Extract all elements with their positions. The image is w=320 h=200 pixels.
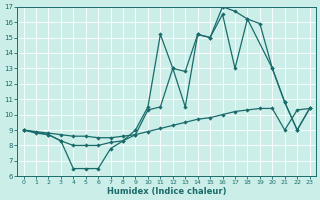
X-axis label: Humidex (Indice chaleur): Humidex (Indice chaleur) — [107, 187, 226, 196]
